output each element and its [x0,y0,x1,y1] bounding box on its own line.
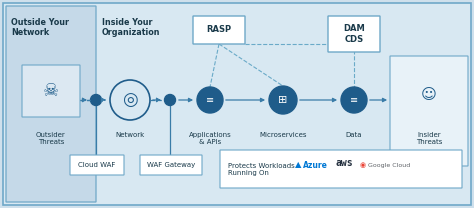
Text: aws: aws [336,158,354,168]
Text: DAM
CDS: DAM CDS [343,24,365,44]
Text: Azure: Azure [303,161,328,170]
FancyBboxPatch shape [3,3,471,205]
Text: ≡: ≡ [206,95,214,105]
Text: Applications
& APIs: Applications & APIs [189,132,231,145]
Text: Network: Network [115,132,145,138]
Circle shape [91,94,101,105]
Text: WAF Gateway: WAF Gateway [147,162,195,168]
Text: Cloud WAF: Cloud WAF [78,162,116,168]
Text: Outsider
Threats: Outsider Threats [36,132,66,145]
Text: Inside Your
Organization: Inside Your Organization [102,18,161,37]
FancyBboxPatch shape [22,65,80,117]
Text: ☠: ☠ [43,82,59,100]
Circle shape [197,87,223,113]
Circle shape [110,80,150,120]
FancyBboxPatch shape [390,56,468,166]
FancyBboxPatch shape [140,155,202,175]
Text: Microservices: Microservices [259,132,307,138]
Text: ◎: ◎ [122,91,138,109]
FancyBboxPatch shape [70,155,124,175]
Text: Google Cloud: Google Cloud [368,162,410,167]
Text: ☺: ☺ [421,87,437,102]
Text: Data: Data [346,132,362,138]
Text: ≡: ≡ [350,95,358,105]
FancyBboxPatch shape [328,16,380,52]
Text: Protects Workloads
Running On: Protects Workloads Running On [228,162,295,176]
Circle shape [341,87,367,113]
Text: ◉: ◉ [360,162,366,168]
Circle shape [164,94,175,105]
Text: Insider
Threats: Insider Threats [416,132,442,145]
Circle shape [269,86,297,114]
FancyBboxPatch shape [6,6,96,202]
Text: ▲: ▲ [295,161,301,170]
Text: ⊞: ⊞ [278,95,288,105]
Text: RASP: RASP [207,26,232,35]
Text: Outside Your
Network: Outside Your Network [11,18,69,37]
FancyBboxPatch shape [220,150,462,188]
FancyBboxPatch shape [193,16,245,44]
